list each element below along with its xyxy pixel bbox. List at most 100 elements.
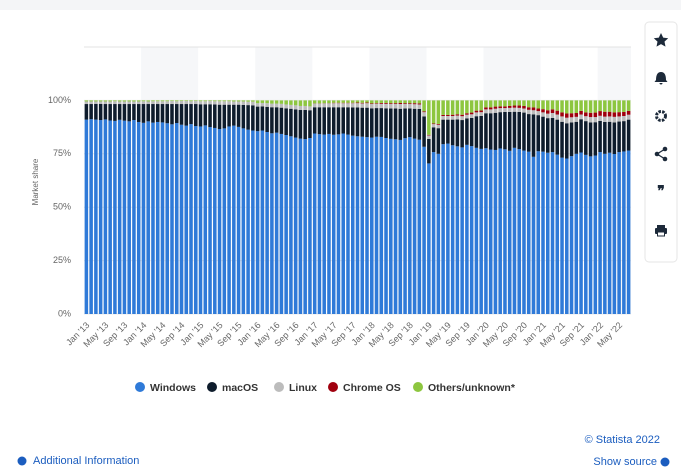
bar-segment — [450, 119, 455, 146]
bar-segment — [327, 103, 331, 108]
bar-segment — [117, 119, 122, 314]
cite-icon[interactable]: ❞ — [657, 183, 665, 199]
bar-segment — [189, 124, 193, 315]
bar-segment — [626, 100, 631, 111]
bar-segment — [584, 154, 588, 314]
bar-segment — [217, 104, 222, 130]
bar-segment — [617, 121, 621, 153]
bar-segment — [236, 100, 241, 102]
bar-segment — [550, 117, 555, 153]
bar-segment — [431, 100, 436, 124]
bar-segment — [170, 104, 174, 125]
bar-segment — [360, 107, 365, 137]
bar-segment — [322, 100, 326, 104]
bar-segment — [360, 136, 365, 314]
bar-segment — [431, 152, 436, 314]
bar-segment — [531, 110, 536, 115]
bar-segment — [507, 111, 512, 151]
bar-segment — [526, 109, 531, 115]
info-icon[interactable] — [17, 456, 27, 466]
source-icon[interactable] — [660, 457, 670, 467]
bar-segment — [198, 100, 203, 102]
bar-segment — [251, 100, 255, 102]
bar-segment — [517, 105, 521, 108]
bar-segment — [526, 107, 531, 110]
copyright[interactable]: © Statista 2022 — [585, 434, 660, 446]
bar-segment — [341, 100, 345, 103]
bar-segment — [574, 121, 579, 154]
bar-segment — [322, 103, 326, 108]
bar-segment — [179, 124, 184, 314]
bar-segment — [541, 112, 545, 117]
bar-segment — [588, 117, 593, 123]
bar-segment — [450, 115, 455, 120]
bar-segment — [260, 102, 265, 107]
bar-segment — [379, 102, 384, 104]
bar-segment — [303, 105, 307, 111]
bar-segment — [512, 100, 517, 106]
bar-segment — [174, 101, 179, 105]
bar-segment — [436, 153, 441, 314]
bar-segment — [103, 104, 108, 120]
share-icon[interactable] — [654, 146, 668, 162]
bar-segment — [374, 103, 379, 104]
bar-segment — [174, 104, 179, 124]
star-icon[interactable] — [653, 33, 669, 47]
bar-segment — [384, 103, 388, 109]
bar-segment — [303, 139, 307, 314]
bar-segment — [113, 120, 117, 314]
bar-segment — [94, 100, 98, 102]
bar-segment — [412, 138, 417, 314]
bar-segment — [312, 103, 317, 108]
bar-segment — [170, 100, 174, 102]
bar-segment — [151, 101, 155, 105]
bar-segment — [265, 132, 269, 314]
bar-segment — [98, 100, 103, 102]
bell-icon[interactable] — [654, 72, 668, 85]
bar-segment — [350, 103, 355, 108]
bar-segment — [98, 101, 103, 104]
bar-segment — [617, 152, 621, 314]
bar-segment — [103, 119, 108, 314]
print-icon[interactable] — [655, 225, 667, 237]
bar-segment — [574, 100, 579, 114]
additional-info-link[interactable]: Additional Information — [33, 455, 139, 467]
bar-segment — [146, 121, 150, 315]
bar-segment — [446, 115, 450, 120]
bar-segment — [89, 100, 93, 102]
bar-segment — [546, 118, 550, 153]
bar-segment — [208, 127, 212, 314]
show-source-link[interactable]: Show source — [593, 456, 657, 468]
bar-segment — [403, 138, 407, 314]
settings-icon[interactable] — [655, 110, 667, 122]
bar-segment — [546, 152, 550, 314]
bar-segment — [336, 103, 341, 108]
bar-segment — [341, 133, 345, 314]
bar-segment — [536, 151, 541, 314]
bar-segment — [284, 104, 288, 109]
bar-segment — [531, 100, 536, 108]
bar-segment — [132, 120, 136, 314]
bar-segment — [165, 104, 169, 124]
bar-segment — [331, 134, 336, 314]
bar-segment — [455, 115, 460, 120]
bar-segment — [355, 100, 360, 103]
bar-segment — [317, 103, 322, 108]
bar-segment — [89, 101, 93, 105]
bar-segment — [408, 108, 412, 138]
bar-segment — [517, 149, 521, 314]
bar-segment — [446, 100, 450, 115]
bar-segment — [284, 135, 288, 314]
bar-segment — [246, 105, 250, 130]
bar-segment — [360, 102, 365, 104]
bar-segment — [588, 156, 593, 314]
bar-segment — [560, 116, 564, 122]
bar-segment — [493, 108, 498, 113]
bar-segment — [512, 147, 517, 314]
bar-segment — [136, 121, 141, 314]
bar-segment — [260, 106, 265, 131]
bar-segment — [408, 103, 412, 105]
bar-segment — [194, 101, 198, 105]
bar-segment — [94, 101, 98, 104]
bar-segment — [232, 125, 236, 314]
